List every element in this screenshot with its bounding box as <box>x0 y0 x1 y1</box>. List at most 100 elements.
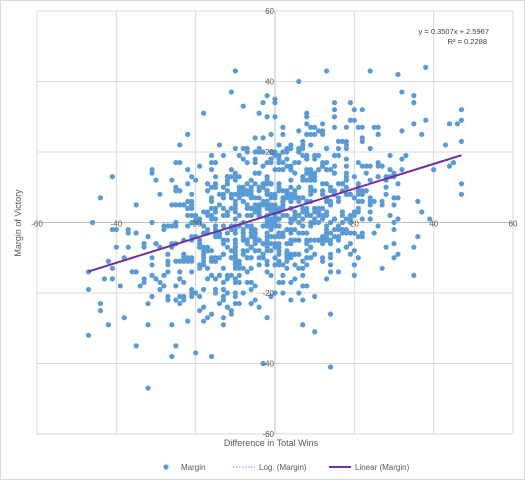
data-point <box>292 212 298 219</box>
data-point <box>423 64 429 70</box>
x-tick-label-4: 20 <box>350 220 359 229</box>
data-point <box>201 255 207 261</box>
data-point <box>427 216 433 222</box>
data-point <box>347 241 353 247</box>
data-point <box>323 223 330 229</box>
data-point <box>304 230 310 236</box>
data-point <box>244 269 250 275</box>
data-point <box>280 149 286 155</box>
data-point <box>137 283 143 289</box>
data-point <box>201 110 207 116</box>
data-point <box>268 293 274 300</box>
data-point <box>244 159 250 166</box>
data-point <box>224 244 230 250</box>
data-point <box>415 234 421 240</box>
data-point <box>145 234 151 240</box>
data-point <box>276 223 282 229</box>
data-point <box>224 290 230 296</box>
data-point <box>212 174 219 180</box>
data-point <box>296 78 302 85</box>
data-point <box>316 219 322 226</box>
data-point <box>220 315 227 321</box>
data-point <box>220 152 227 159</box>
data-point <box>193 350 199 356</box>
data-point <box>308 219 314 226</box>
trendline-equation: y = 0.3507x + 2.5967 <box>419 27 489 36</box>
data-point <box>268 149 274 155</box>
data-point <box>201 223 207 229</box>
data-point <box>256 212 262 219</box>
data-point <box>240 198 246 204</box>
data-point <box>173 202 179 208</box>
data-point <box>288 255 294 261</box>
data-point <box>268 181 274 187</box>
data-point <box>312 237 318 243</box>
data-point <box>280 230 286 236</box>
data-point <box>193 219 199 226</box>
data-point <box>197 293 203 300</box>
data-point <box>347 191 353 197</box>
data-point <box>220 212 227 219</box>
data-point <box>173 159 179 166</box>
data-point <box>149 170 155 176</box>
data-point <box>276 167 282 173</box>
data-point <box>161 283 167 289</box>
data-point <box>232 202 238 208</box>
data-point <box>185 205 191 211</box>
data-point <box>316 205 322 211</box>
data-point <box>109 276 115 282</box>
data-point <box>248 244 254 250</box>
data-point <box>395 71 401 78</box>
data-point <box>339 181 346 187</box>
data-point <box>284 265 290 271</box>
data-point <box>276 251 282 257</box>
data-point <box>204 276 211 282</box>
data-point <box>220 195 227 201</box>
data-point <box>189 269 195 275</box>
data-point <box>177 142 183 148</box>
data-point <box>212 181 219 187</box>
data-point <box>323 276 330 282</box>
data-point <box>204 265 211 271</box>
data-point <box>323 212 330 219</box>
data-point <box>232 300 238 307</box>
data-point <box>220 205 227 211</box>
y-tick-label-0: -60 <box>262 430 274 439</box>
data-point <box>208 159 215 166</box>
data-point <box>264 181 270 187</box>
data-point <box>220 297 227 303</box>
data-point <box>351 174 357 180</box>
data-point <box>308 177 314 183</box>
data-point <box>383 191 389 197</box>
data-point <box>185 167 191 173</box>
data-point <box>133 230 139 236</box>
data-point <box>395 195 401 201</box>
data-point <box>240 145 246 152</box>
data-point <box>185 212 191 219</box>
data-point <box>343 184 349 190</box>
data-point <box>173 283 179 289</box>
data-point <box>331 163 338 169</box>
data-point <box>343 177 349 183</box>
data-point <box>323 198 330 204</box>
data-point <box>411 121 417 127</box>
data-point <box>252 248 258 254</box>
linear-trendline <box>88 154 462 273</box>
data-point <box>208 248 215 254</box>
tick-labels: -60 -40 -20 20 40 60 -60 -40 -20 20 40 60 <box>31 7 518 439</box>
data-point <box>327 184 334 190</box>
data-point <box>236 272 242 278</box>
data-point <box>161 223 167 229</box>
data-point <box>268 216 274 222</box>
data-point <box>300 223 306 229</box>
data-point <box>173 219 179 226</box>
data-point <box>85 286 92 293</box>
data-point <box>304 248 310 254</box>
data-point <box>224 230 230 236</box>
data-point <box>327 167 334 173</box>
data-point <box>431 167 437 173</box>
data-point <box>264 230 270 236</box>
data-point <box>391 202 397 208</box>
data-point <box>335 138 342 145</box>
data-point <box>264 223 270 229</box>
